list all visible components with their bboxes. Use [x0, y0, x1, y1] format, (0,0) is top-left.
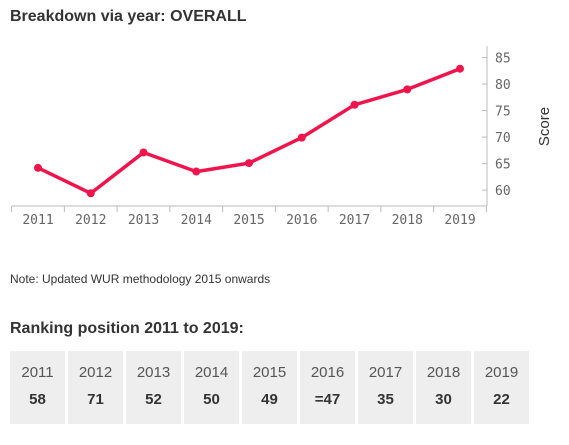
- ranking-title: Ranking position 2011 to 2019:: [10, 320, 244, 337]
- ranking-cell: 2017 35: [358, 351, 413, 424]
- ranking-cell: 2013 52: [126, 351, 181, 424]
- series-line: [36, 66, 462, 196]
- x-tick-label: 2016: [286, 213, 317, 228]
- y-tick-label: 65: [495, 158, 511, 173]
- ranking-position: 22: [493, 391, 510, 408]
- methodology-note: Note: Updated WUR methodology 2015 onwar…: [10, 272, 271, 286]
- ranking-year: 2015: [252, 364, 287, 381]
- ranking-position: 58: [29, 391, 46, 408]
- x-tick-label: 2012: [75, 213, 106, 228]
- ranking-year: 2019: [484, 364, 519, 381]
- x-tick-label: 2013: [128, 213, 159, 228]
- data-point: [350, 100, 359, 109]
- data-point: [297, 133, 306, 142]
- ranking-year: 2012: [78, 364, 113, 381]
- ranking-cell: 2012 71: [68, 351, 123, 424]
- x-tick-label: 2014: [181, 213, 212, 228]
- y-tick-label: 60: [495, 184, 511, 199]
- ranking-cell: 2018 30: [416, 351, 471, 424]
- ranking-cell: 2014 50: [184, 351, 239, 424]
- x-tick-label: 2018: [392, 213, 423, 228]
- data-point: [34, 163, 42, 172]
- data-point: [192, 167, 201, 176]
- ranking-position: 30: [435, 391, 452, 408]
- ranking-cell: 2011 58: [10, 351, 65, 424]
- data-point: [403, 85, 412, 94]
- data-point: [86, 189, 95, 198]
- ranking-position: 35: [377, 391, 394, 408]
- chart-title: Breakdown via year: OVERALL: [10, 8, 247, 25]
- ranking-position: 71: [87, 391, 104, 408]
- ranking-cell: 2015 49: [242, 351, 297, 424]
- y-axis-title: Score: [536, 107, 553, 146]
- ranking-position: 50: [203, 391, 220, 408]
- y-tick-label: 75: [495, 105, 511, 120]
- ranking-cell: 2016 =47: [300, 351, 355, 424]
- x-tick-label: 2017: [339, 213, 370, 228]
- ranking-position: 49: [261, 391, 278, 408]
- data-point: [456, 64, 464, 73]
- ranking-cell: 2019 22: [474, 351, 529, 424]
- ranking-year: 2018: [426, 364, 461, 381]
- y-tick-label: 85: [495, 52, 511, 67]
- ranking-year: 2017: [368, 364, 403, 381]
- ranking-year: 2014: [194, 364, 229, 381]
- overall-score-line-chart: 2011 2012 2013 2014 2015 2016 2017 2018 2019 60 65…: [11, 46, 553, 228]
- x-tick-label: 2011: [22, 213, 53, 228]
- x-tick-label: 2015: [233, 213, 264, 228]
- ranking-year: 2013: [136, 364, 171, 381]
- ranking-year: 2016: [310, 364, 345, 381]
- ranking-position: 52: [145, 391, 162, 408]
- data-point: [245, 159, 253, 168]
- ranking-year: 2011: [21, 364, 54, 381]
- ranking-table: 2011 58 2012 71 2013 52 2014 50 2015 49 …: [10, 351, 529, 424]
- data-point: [139, 148, 148, 157]
- y-tick-label: 80: [495, 78, 511, 93]
- x-tick-label: 2019: [444, 213, 475, 228]
- y-tick-label: 70: [495, 131, 511, 146]
- ranking-position: =47: [314, 391, 341, 408]
